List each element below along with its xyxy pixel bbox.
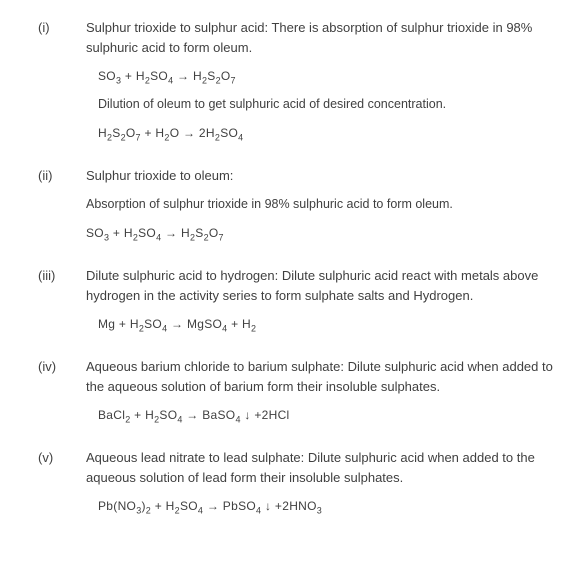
list-item: (iv) Aqueous barium chloride to barium s…: [38, 357, 556, 434]
item-description: Sulphur trioxide to oleum:: [86, 166, 556, 186]
item-content: Dilute sulphuric acid to hydrogen: Dilut…: [86, 266, 556, 343]
item-marker: (v): [38, 448, 86, 525]
item-description: Aqueous lead nitrate to lead sulphate: D…: [86, 448, 556, 487]
item-content: Aqueous lead nitrate to lead sulphate: D…: [86, 448, 556, 525]
list-item: (i) Sulphur trioxide to sulphur acid: Th…: [38, 18, 556, 152]
item-content: Sulphur trioxide to oleum: Absorption of…: [86, 166, 556, 252]
list-item: (iii) Dilute sulphuric acid to hydrogen:…: [38, 266, 556, 343]
equation: SO3 + H2SO4 → H2S2O7: [86, 224, 556, 242]
item-description: Dilute sulphuric acid to hydrogen: Dilut…: [86, 266, 556, 305]
list-item: (v) Aqueous lead nitrate to lead sulphat…: [38, 448, 556, 525]
item-description: Aqueous barium chloride to barium sulpha…: [86, 357, 556, 396]
equation: H2S2O7 + H2O → 2H2SO4: [98, 124, 556, 142]
equation: Pb(NO3)2 + H2SO4 → PbSO4 ↓ +2HNO3: [98, 497, 556, 515]
item-marker: (iii): [38, 266, 86, 343]
item-marker: (iv): [38, 357, 86, 434]
item-description: Sulphur trioxide to sulphur acid: There …: [86, 18, 556, 57]
list-item: (ii) Sulphur trioxide to oleum: Absorpti…: [38, 166, 556, 252]
item-content: Aqueous barium chloride to barium sulpha…: [86, 357, 556, 434]
equation: BaCl2 + H2SO4 → BaSO4 ↓ +2HCl: [98, 406, 556, 424]
item-note: Absorption of sulphur trioxide in 98% su…: [86, 195, 556, 214]
equation: SO3 + H2SO4 → H2S2O7: [98, 67, 556, 85]
equation: Mg + H2SO4 → MgSO4 + H2: [98, 315, 556, 333]
item-content: Sulphur trioxide to sulphur acid: There …: [86, 18, 556, 152]
item-marker: (ii): [38, 166, 86, 252]
item-marker: (i): [38, 18, 86, 152]
item-note: Dilution of oleum to get sulphuric acid …: [98, 95, 556, 114]
